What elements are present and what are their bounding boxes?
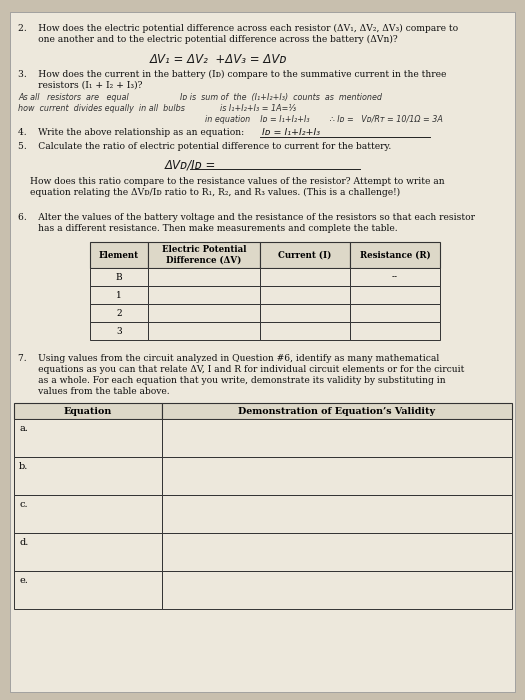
- Text: 6.    Alter the values of the battery voltage and the resistance of the resistor: 6. Alter the values of the battery volta…: [18, 213, 475, 222]
- Bar: [162, 571, 512, 609]
- Text: 2: 2: [116, 309, 122, 318]
- Bar: [350, 304, 440, 322]
- Bar: [260, 268, 350, 286]
- Text: Current (I): Current (I): [278, 251, 332, 260]
- Bar: [162, 533, 512, 571]
- Bar: [148, 286, 260, 304]
- Text: b.: b.: [19, 462, 28, 471]
- Bar: [350, 242, 440, 268]
- Text: Resistance (R): Resistance (R): [360, 251, 430, 260]
- Text: as a whole. For each equation that you write, demonstrate its validity by substi: as a whole. For each equation that you w…: [18, 376, 446, 385]
- Text: 3.    How does the current in the battery (Iᴅ) compare to the summative current : 3. How does the current in the battery (…: [18, 70, 446, 79]
- Bar: [14, 403, 162, 419]
- Text: 2.    How does the electric potential difference across each resistor (ΔV₁, ΔV₂,: 2. How does the electric potential diffe…: [18, 24, 458, 33]
- Bar: [162, 457, 512, 495]
- Text: As all   resistors  are   equal: As all resistors are equal: [18, 93, 129, 102]
- Text: is I₁+I₂+I₃ = 1A=⅓: is I₁+I₂+I₃ = 1A=⅓: [220, 104, 296, 113]
- Bar: [14, 533, 162, 571]
- Bar: [90, 304, 148, 322]
- Bar: [14, 495, 162, 533]
- Bar: [162, 419, 512, 457]
- Text: Element: Element: [99, 251, 139, 260]
- Bar: [14, 457, 162, 495]
- Bar: [148, 304, 260, 322]
- Text: --: --: [392, 272, 398, 281]
- Text: B: B: [116, 272, 122, 281]
- Text: How does this ratio compare to the resistance values of the resistor? Attempt to: How does this ratio compare to the resis…: [30, 177, 445, 186]
- Text: Iᴅ = I₁+I₂+I₃: Iᴅ = I₁+I₂+I₃: [262, 128, 320, 137]
- Text: 1: 1: [116, 290, 122, 300]
- Text: ΔV₁ = ΔV₂  +ΔV₃ = ΔVᴅ: ΔV₁ = ΔV₂ +ΔV₃ = ΔVᴅ: [150, 53, 288, 66]
- Bar: [148, 268, 260, 286]
- Text: has a different resistance. Then make measurements and complete the table.: has a different resistance. Then make me…: [18, 224, 397, 233]
- Bar: [162, 495, 512, 533]
- Bar: [148, 242, 260, 268]
- Bar: [90, 322, 148, 340]
- Bar: [350, 322, 440, 340]
- Bar: [350, 268, 440, 286]
- Bar: [260, 242, 350, 268]
- Bar: [90, 286, 148, 304]
- Bar: [162, 403, 512, 419]
- Text: equation relating the ΔVᴅ/Iᴅ ratio to R₁, R₂, and R₃ values. (This is a challeng: equation relating the ΔVᴅ/Iᴅ ratio to R₁…: [30, 188, 400, 197]
- Text: one another and to the electric potential difference across the battery (ΔVn)?: one another and to the electric potentia…: [18, 35, 398, 44]
- Text: ΔVᴅ/Iᴅ =: ΔVᴅ/Iᴅ =: [165, 159, 216, 172]
- Bar: [90, 242, 148, 268]
- Bar: [350, 286, 440, 304]
- Bar: [260, 322, 350, 340]
- Text: Iᴅ is  sum of  the  (I₁+I₂+I₃)  counts  as  mentioned: Iᴅ is sum of the (I₁+I₂+I₃) counts as me…: [180, 93, 382, 102]
- Text: 5.    Calculate the ratio of electric potential difference to current for the ba: 5. Calculate the ratio of electric poten…: [18, 142, 391, 151]
- Bar: [90, 268, 148, 286]
- Text: 7.    Using values from the circuit analyzed in Question #6, identify as many ma: 7. Using values from the circuit analyze…: [18, 354, 439, 363]
- Bar: [14, 571, 162, 609]
- Text: values from the table above.: values from the table above.: [18, 387, 170, 396]
- Text: Demonstration of Equation’s Validity: Demonstration of Equation’s Validity: [238, 407, 436, 416]
- Bar: [148, 322, 260, 340]
- Text: Equation: Equation: [64, 407, 112, 416]
- Bar: [260, 286, 350, 304]
- Text: d.: d.: [19, 538, 28, 547]
- Text: in equation    Iᴅ = I₁+I₂+I₃        ∴ Iᴅ =   Vᴅ/Rᴛ = 10/1Ω = 3A: in equation Iᴅ = I₁+I₂+I₃ ∴ Iᴅ = Vᴅ/Rᴛ =…: [205, 115, 443, 124]
- Text: c.: c.: [19, 500, 28, 509]
- Text: Electric Potential
Difference (ΔV): Electric Potential Difference (ΔV): [162, 245, 246, 265]
- Text: resistors (I₁ + I₂ + I₃)?: resistors (I₁ + I₂ + I₃)?: [18, 81, 142, 90]
- Text: e.: e.: [19, 576, 28, 585]
- Text: a.: a.: [19, 424, 28, 433]
- Text: 4.    Write the above relationship as an equation:: 4. Write the above relationship as an eq…: [18, 128, 244, 137]
- Bar: [260, 304, 350, 322]
- Text: equations as you can that relate ΔV, I and R for individual circuit elements or : equations as you can that relate ΔV, I a…: [18, 365, 465, 374]
- Text: how  current  divides equally  in all  bulbs: how current divides equally in all bulbs: [18, 104, 185, 113]
- Text: 3: 3: [116, 326, 122, 335]
- Bar: [14, 419, 162, 457]
